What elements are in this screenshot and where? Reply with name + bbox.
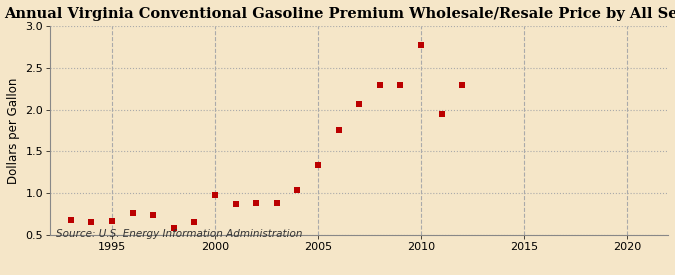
Point	[436, 112, 447, 116]
Point	[395, 82, 406, 87]
Point	[313, 163, 323, 168]
Point	[271, 201, 282, 205]
Point	[127, 211, 138, 215]
Point	[375, 82, 385, 87]
Y-axis label: Dollars per Gallon: Dollars per Gallon	[7, 77, 20, 184]
Point	[416, 42, 427, 47]
Point	[168, 226, 179, 230]
Point	[209, 192, 220, 197]
Text: Source: U.S. Energy Information Administration: Source: U.S. Energy Information Administ…	[57, 229, 303, 239]
Point	[292, 187, 303, 192]
Point	[457, 82, 468, 87]
Title: Annual Virginia Conventional Gasoline Premium Wholesale/Resale Price by All Sell: Annual Virginia Conventional Gasoline Pr…	[4, 7, 675, 21]
Point	[86, 220, 97, 224]
Point	[65, 218, 76, 222]
Point	[148, 212, 159, 217]
Point	[250, 201, 261, 205]
Point	[333, 128, 344, 133]
Point	[189, 220, 200, 224]
Point	[354, 101, 364, 106]
Point	[230, 202, 241, 206]
Point	[107, 219, 117, 224]
